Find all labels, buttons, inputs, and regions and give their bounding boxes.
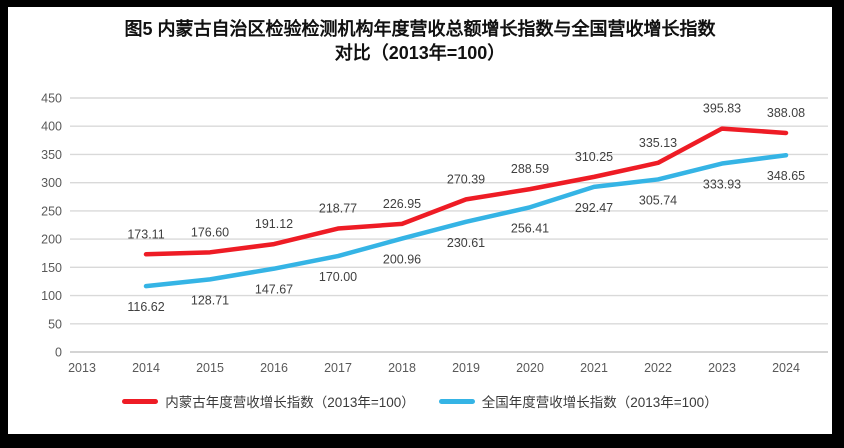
- y-axis-tick-label: 150: [41, 261, 62, 275]
- data-label: 147.67: [255, 283, 293, 297]
- x-axis-tick-label: 2019: [452, 361, 480, 375]
- legend-item-quanguo: 全国年度营收增长指数（2013年=100）: [438, 391, 718, 411]
- line-chart: 0 50 100 150 200 250 300 350 400 450 2013 2014 2015 2…: [41, 92, 828, 375]
- y-axis-tick-label: 400: [41, 120, 62, 134]
- y-axis-tick-label: 350: [41, 148, 62, 162]
- x-axis-tick-label: 2014: [132, 361, 160, 375]
- y-axis-tick-label: 100: [41, 289, 62, 303]
- legend-label-quanguo: 全国年度营收增长指数（2013年=100）: [481, 395, 718, 410]
- x-axis-tick-label: 2021: [580, 361, 608, 375]
- chart-panel: 图5 内蒙古自治区检验检测机构年度营收总额增长指数与全国营收增长指数 对比（20…: [8, 7, 832, 434]
- x-axis-tick-label: 2015: [196, 361, 224, 375]
- data-label: 348.65: [767, 169, 805, 183]
- chart-title-line1: 图5 内蒙古自治区检验检测机构年度营收总额增长指数与全国营收增长指数: [124, 19, 716, 39]
- data-label: 176.60: [191, 225, 229, 239]
- chart-title-line2: 对比（2013年=100）: [334, 43, 506, 63]
- data-label: 310.25: [575, 150, 613, 164]
- legend-label-neimenggu: 内蒙古年度营收增长指数（2013年=100）: [165, 395, 415, 410]
- y-axis-tick-label: 50: [48, 317, 62, 331]
- x-axis-tick-label: 2024: [772, 361, 800, 375]
- x-axis-tick-label: 2017: [324, 361, 352, 375]
- data-label: 226.95: [383, 197, 421, 211]
- plot-area: 0 50 100 150 200 250 300 350 400 450 2013 2014 2015 2…: [8, 69, 832, 381]
- series-line-0: [143, 126, 789, 257]
- data-label: 230.61: [447, 236, 485, 250]
- legend-swatch-red-line: [122, 398, 159, 404]
- series-line-1: [143, 152, 789, 289]
- data-label: 191.12: [255, 217, 293, 231]
- data-label: 173.11: [127, 227, 164, 241]
- x-axis-tick-label: 2018: [388, 361, 416, 375]
- y-axis-tick-label: 450: [41, 92, 62, 106]
- y-axis-tick-label: 250: [41, 204, 62, 218]
- data-label: 288.59: [511, 162, 549, 176]
- legend-swatch-blue-line: [438, 398, 475, 404]
- data-label: 333.93: [703, 178, 741, 192]
- data-label: 305.74: [639, 193, 677, 207]
- legend-item-neimenggu: 内蒙古年度营收增长指数（2013年=100）: [122, 391, 415, 411]
- x-axis-tick-label: 2013: [68, 361, 96, 375]
- x-axis-tick-label: 2016: [260, 361, 288, 375]
- data-label: 335.13: [639, 136, 677, 150]
- data-label: 128.71: [191, 293, 229, 307]
- data-label: 116.62: [127, 300, 164, 314]
- data-label: 200.96: [383, 253, 421, 267]
- chart-legend: 内蒙古年度营收增长指数（2013年=100） 全国年度营收增长指数（2013年=…: [8, 391, 832, 411]
- data-label: 388.08: [767, 106, 805, 120]
- x-axis-tick-label: 2020: [516, 361, 544, 375]
- data-label: 256.41: [511, 221, 549, 235]
- y-axis-tick-label: 300: [41, 176, 62, 190]
- data-label: 218.77: [319, 202, 357, 216]
- y-axis-tick-label: 0: [55, 346, 62, 360]
- chart-title: 图5 内蒙古自治区检验检测机构年度营收总额增长指数与全国营收增长指数 对比（20…: [8, 7, 832, 65]
- data-label: 395.83: [703, 102, 741, 116]
- data-label: 292.47: [575, 201, 613, 215]
- y-axis-tick-label: 200: [41, 233, 62, 247]
- x-axis-tick-label: 2022: [644, 361, 672, 375]
- x-axis-tick-label: 2023: [708, 361, 736, 375]
- data-label: 270.39: [447, 172, 485, 186]
- data-label: 170.00: [319, 270, 357, 284]
